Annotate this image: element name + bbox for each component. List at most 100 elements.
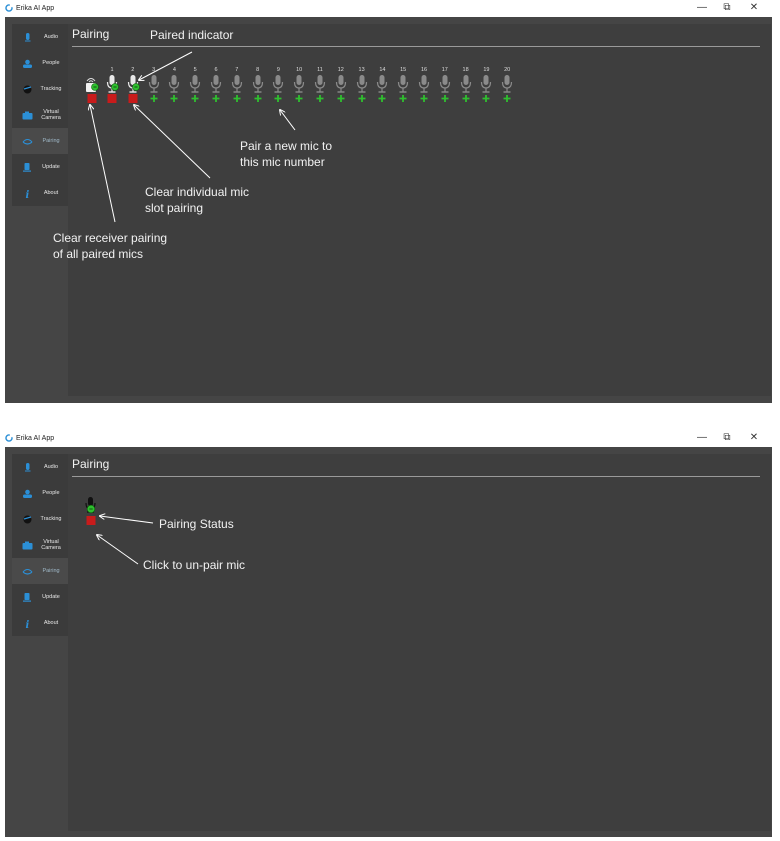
pair-mic-button[interactable]: [190, 94, 200, 103]
clear-slot-pairing-button[interactable]: [107, 94, 117, 103]
pair-mic-button[interactable]: [461, 94, 471, 103]
mic-slot: 14: [374, 67, 390, 104]
sidebar-item-label: About: [43, 620, 59, 626]
mic-icon: [335, 75, 346, 93]
pairing-icon: [22, 568, 33, 575]
mic-slot: 9: [270, 67, 286, 104]
pair-mic-button[interactable]: [502, 94, 512, 103]
mic-icon: [481, 75, 492, 93]
mic-slot-number: 8: [256, 67, 260, 73]
mic-slot: 4: [166, 67, 182, 104]
sidebar-item-update[interactable]: Update: [12, 584, 69, 610]
pairing-panel: Pairing 1 2 3 4 5 6 7 8 9 10 11 12 13 14 15 16 17 18 19 20: [68, 24, 771, 396]
unpair-button[interactable]: [86, 516, 96, 525]
sidebar-item-about[interactable]: i About: [12, 610, 69, 636]
pair-mic-button[interactable]: [315, 94, 325, 103]
sidebar-item-virtual-camera[interactable]: Virtual Camera: [12, 532, 69, 558]
info-icon: i: [26, 620, 30, 628]
paired-mic[interactable]: [83, 497, 99, 533]
title-divider: [72, 476, 760, 477]
pair-mic-button[interactable]: [419, 94, 429, 103]
minimize-button[interactable]: —: [697, 2, 707, 13]
sidebar-item-label: Audio: [43, 34, 59, 40]
pair-mic-button[interactable]: [336, 94, 346, 103]
mic-icon: [210, 75, 222, 93]
title-bar: Erika AI App — ⧉ ✕: [0, 0, 780, 17]
mic-icon: [148, 75, 159, 93]
receiver-slot: [84, 67, 100, 104]
pair-mic-button[interactable]: [481, 94, 491, 103]
annotation-clear-receiver: Clear receiver pairing of all paired mic…: [53, 231, 168, 261]
app-title: Erika AI App: [16, 435, 55, 442]
mic-icon: [398, 75, 409, 93]
close-button[interactable]: ✕: [749, 2, 759, 13]
annotation-unpair: Click to un-pair mic: [143, 558, 246, 572]
sidebar-item-label: Virtual Camera: [41, 539, 61, 551]
mic-icon: [252, 75, 263, 93]
pair-mic-button[interactable]: [377, 94, 387, 103]
mic-slot: 1: [104, 67, 120, 104]
mic-slot: 2: [125, 67, 141, 104]
sidebar-item-virtual-camera[interactable]: Virtual Camera: [12, 102, 69, 128]
app-body: Audio People Tracking Virtual Camera Pairing…: [5, 17, 772, 403]
sidebar-item-label: Tracking: [40, 86, 62, 92]
title-divider: [72, 46, 760, 47]
mic-slot-number: 10: [296, 67, 303, 73]
mic-slot-number: 12: [337, 67, 344, 73]
mic-slot: 8: [250, 67, 266, 104]
mic-slot-number: 14: [379, 67, 386, 73]
pair-mic-button[interactable]: [211, 94, 221, 103]
mic-slot-number: 17: [441, 67, 448, 73]
mic-icon: [377, 75, 388, 93]
pair-mic-button[interactable]: [253, 94, 263, 103]
restore-button[interactable]: ⧉: [723, 432, 731, 443]
page-title: Pairing: [72, 457, 110, 471]
clear-slot-pairing-button[interactable]: [128, 94, 138, 103]
app-body: Audio People Tracking Virtual Camera Pairing…: [5, 447, 772, 837]
sidebar-item-pairing[interactable]: Pairing: [12, 128, 69, 154]
sidebar-item-tracking[interactable]: Tracking: [12, 76, 69, 102]
annotation-paired-indicator: Paired indicator: [150, 28, 234, 42]
mic-slot: 11: [312, 67, 328, 104]
sidebar-item-people[interactable]: People: [12, 480, 69, 506]
pair-mic-button[interactable]: [273, 94, 283, 103]
microphone-icon: [25, 462, 31, 471]
sidebar: Audio People Tracking Virtual Camera Pairing…: [12, 454, 69, 636]
pair-mic-button[interactable]: [440, 94, 450, 103]
clear-receiver-pairing-button[interactable]: [87, 94, 97, 103]
mic-slot-number: 4: [172, 67, 176, 73]
mic-slot: 5: [187, 67, 203, 104]
pair-mic-button[interactable]: [398, 94, 408, 103]
tracking-icon: [23, 85, 32, 93]
pair-mic-button[interactable]: [357, 94, 367, 103]
sidebar-item-audio[interactable]: Audio: [12, 454, 69, 480]
pair-mic-button[interactable]: [232, 94, 242, 103]
sidebar-item-audio[interactable]: Audio: [12, 24, 69, 50]
sidebar-item-tracking[interactable]: Tracking: [12, 506, 69, 532]
app-logo-icon: [5, 434, 13, 442]
mic-icon: [273, 75, 284, 93]
sidebar-item-pairing[interactable]: Pairing: [12, 558, 69, 584]
mic-slot: 12: [333, 67, 349, 104]
sidebar-item-about[interactable]: i About: [12, 180, 69, 206]
mic-slot: 19: [478, 67, 494, 104]
sidebar-item-people[interactable]: People: [12, 50, 69, 76]
close-button[interactable]: ✕: [749, 432, 759, 443]
sidebar-item-label: Update: [42, 164, 60, 170]
mic-slot-number: 5: [193, 67, 197, 73]
sidebar-item-update[interactable]: Update: [12, 154, 69, 180]
svg-text:i: i: [26, 620, 30, 628]
pairing-status-icon: [86, 504, 96, 514]
app-window-single-mic: Erika AI App — ⧉ ✕ Audio People Tracking Vi…: [0, 430, 780, 838]
mic-slot: 15: [395, 67, 411, 104]
restore-button[interactable]: ⧉: [723, 2, 731, 13]
minimize-button[interactable]: —: [697, 432, 707, 443]
pair-mic-button[interactable]: [149, 94, 159, 103]
receiver-status-icon: [91, 83, 99, 91]
paired-mic-icon: [106, 75, 119, 93]
mic-icon: [356, 75, 367, 93]
pair-mic-button[interactable]: [169, 94, 179, 103]
sidebar-item-label: Update: [42, 594, 60, 600]
sidebar-item-label: Audio: [43, 464, 59, 470]
pair-mic-button[interactable]: [294, 94, 304, 103]
